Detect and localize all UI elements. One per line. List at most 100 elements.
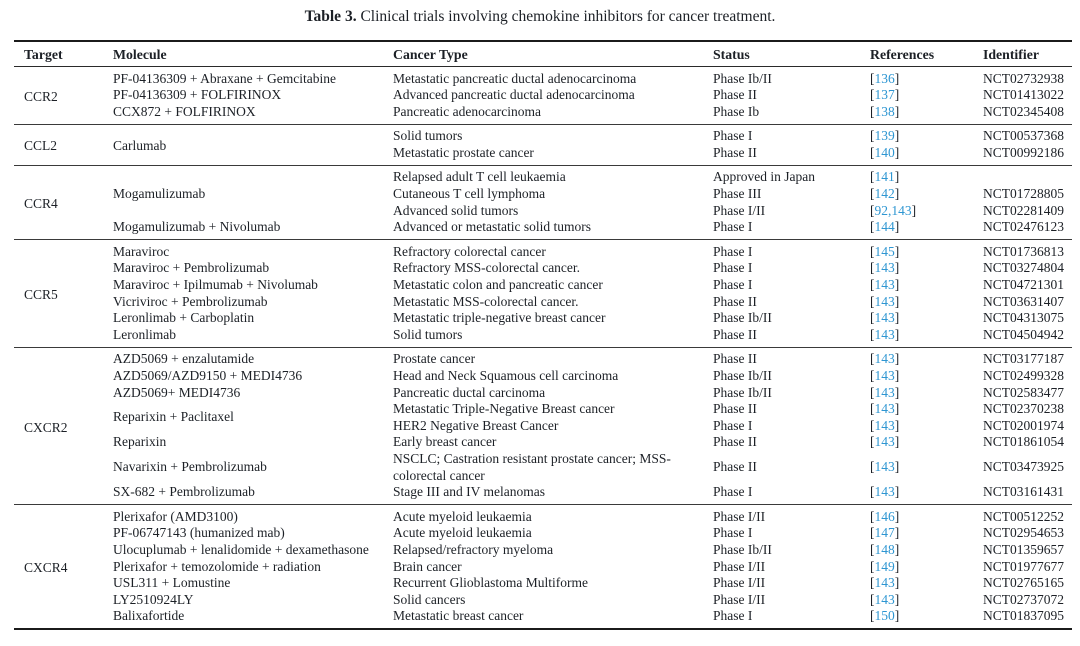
table-row: Vicriviroc + Pembrolizumab Metastatic MS… xyxy=(14,294,1072,311)
reference-link[interactable]: 143 xyxy=(870,418,899,433)
reference-link[interactable]: 143 xyxy=(870,327,899,342)
cell-cancer-type: NSCLC; Castration resistant prostate can… xyxy=(393,450,671,483)
reference-link[interactable]: 143 xyxy=(870,351,899,366)
reference-link[interactable]: 149 xyxy=(870,559,899,574)
table-row: Leronlimab Solid tumors Phase II 143 NCT… xyxy=(14,327,1072,348)
cell-cancer-type: Solid cancers xyxy=(393,591,466,607)
table-row: Ulocuplumab + lenalidomide + dexamethaso… xyxy=(14,542,1072,559)
cell-molecule: Mogamulizumab xyxy=(113,186,206,202)
table-row: PF-04136309 + FOLFIRINOX Advanced pancre… xyxy=(14,87,1072,104)
reference-link[interactable]: 144 xyxy=(870,219,899,234)
cell-references: 143 xyxy=(870,592,983,609)
cell-cancer-type: Metastatic colon and pancreatic cancer xyxy=(393,277,603,293)
cell-status: Phase I xyxy=(713,277,753,293)
reference-link[interactable]: 92,143 xyxy=(870,203,916,218)
reference-link[interactable]: 140 xyxy=(870,145,899,160)
reference-link[interactable]: 143 xyxy=(870,434,899,449)
cell-molecule: PF-04136309 + Abraxane + Gemcitabine xyxy=(113,70,336,86)
clinical-trials-table: Target Molecule Cancer Type Status Refer… xyxy=(14,40,1072,631)
cell-cancer-type: Head and Neck Squamous cell carcinoma xyxy=(393,368,619,383)
cell-cancer-type: Metastatic pancreatic ductal adenocarcin… xyxy=(393,70,637,86)
reference-link[interactable]: 143 xyxy=(870,277,899,292)
cell-identifier: NCT04313075 xyxy=(983,310,1064,326)
cell-identifier: NCT02370238 xyxy=(983,401,1064,417)
cell-identifier: NCT02732938 xyxy=(983,70,1064,86)
table-row: CXCR4 Plerixafor (AMD3100) Acute myeloid… xyxy=(14,505,1072,576)
reference-link[interactable]: 141 xyxy=(870,169,899,184)
cell-identifier: NCT02499328 xyxy=(983,368,1064,383)
cell-references: 143 xyxy=(870,434,983,451)
reference-link[interactable]: 150 xyxy=(870,608,899,623)
reference-link[interactable]: 143 xyxy=(870,484,899,499)
table-row: Metastatic prostate cancer Phase II 140 … xyxy=(14,145,1072,166)
table-row: Reparixin Early breast cancer Phase II 1… xyxy=(14,434,1072,451)
reference-link[interactable]: 137 xyxy=(870,87,899,102)
reference-link[interactable]: 143 xyxy=(870,310,899,325)
reference-link[interactable]: 143 xyxy=(870,385,899,400)
reference-link[interactable]: 142 xyxy=(870,186,899,201)
col-header-target: Target xyxy=(24,47,63,62)
reference-link[interactable]: 138 xyxy=(870,104,899,119)
table-caption: Table 3. Clinical trials involving chemo… xyxy=(0,0,1080,28)
reference-link[interactable]: 143 xyxy=(870,401,899,416)
reference-link[interactable]: 143 xyxy=(870,368,899,383)
cell-identifier: NCT01728805 xyxy=(983,186,1064,202)
cell-identifier: NCT00512252 xyxy=(983,508,1064,524)
reference-link[interactable]: 143 xyxy=(870,575,899,590)
group-ccl2: CCL2 Carlumab Solid tumors Phase I 139 N… xyxy=(14,124,1072,166)
col-header-references: References xyxy=(870,47,935,62)
reference-link[interactable]: 139 xyxy=(870,128,899,143)
cell-molecule: Carlumab xyxy=(113,138,167,154)
reference-link[interactable]: 143 xyxy=(870,459,899,474)
cell-molecule: Mogamulizumab + Nivolumab xyxy=(113,219,281,235)
cell-molecule: PF-04136309 + FOLFIRINOX xyxy=(113,87,282,103)
cell-status: Phase I xyxy=(713,260,753,276)
cell-status: Phase II xyxy=(713,401,757,417)
cell-cancer-type: Prostate cancer xyxy=(393,351,476,367)
table-row: Leronlimab + Carboplatin Metastatic trip… xyxy=(14,310,1072,327)
reference-link[interactable]: 146 xyxy=(870,509,899,524)
cell-cancer-type: Brain cancer xyxy=(393,558,462,574)
cell-references: 143 xyxy=(870,385,983,402)
cell-identifier xyxy=(983,165,1072,186)
cell-references: 144 xyxy=(870,219,983,240)
cell-cancer-type: HER2 Negative Breast Cancer xyxy=(393,417,559,433)
reference-link[interactable]: 143 xyxy=(870,260,899,275)
cell-references: 92,143 xyxy=(870,203,983,220)
col-header-molecule: Molecule xyxy=(113,47,167,62)
cell-references: 150 xyxy=(870,608,983,629)
cell-identifier: NCT01413022 xyxy=(983,87,1064,103)
group-ccr2: CCR2 PF-04136309 + Abraxane + Gemcitabin… xyxy=(14,67,1072,125)
cell-cancer-type: Acute myeloid leukaemia xyxy=(393,525,532,541)
cell-identifier: NCT03631407 xyxy=(983,293,1064,309)
reference-link[interactable]: 136 xyxy=(870,71,899,86)
cell-references: 143 xyxy=(870,277,983,294)
cell-molecule: Balixafortide xyxy=(113,608,185,624)
cell-target: CCR5 xyxy=(24,287,58,303)
table-row: Navarixin + Pembrolizumab NSCLC; Castrat… xyxy=(14,451,1072,484)
cell-cancer-type: Relapsed adult T cell leukaemia xyxy=(393,169,566,185)
cell-target: CXCR2 xyxy=(24,419,68,435)
cell-status: Phase I xyxy=(713,128,753,144)
cell-identifier: NCT01861054 xyxy=(983,434,1064,450)
reference-link[interactable]: 143 xyxy=(870,294,899,309)
table-row: CCL2 Carlumab Solid tumors Phase I 139 N… xyxy=(14,124,1072,153)
cell-cancer-type: Refractory MSS-colorectal cancer. xyxy=(393,260,581,276)
cell-identifier: NCT02001974 xyxy=(983,417,1064,433)
reference-link[interactable]: 143 xyxy=(870,592,899,607)
reference-link[interactable]: 147 xyxy=(870,525,899,540)
cell-status: Phase I/II xyxy=(713,591,766,607)
cell-status: Phase II xyxy=(713,87,757,103)
cell-references: 147 xyxy=(870,525,983,542)
table-row: CCX872 + FOLFIRINOX Pancreatic adenocarc… xyxy=(14,104,1072,125)
table-row: Advanced solid tumors Phase I/II 92,143 … xyxy=(14,203,1072,220)
cell-molecule: Reparixin + Paclitaxel xyxy=(113,409,234,425)
cell-cancer-type: Solid tumors xyxy=(393,326,463,342)
reference-link[interactable]: 145 xyxy=(870,244,899,259)
cell-cancer-type: Metastatic Triple-Negative Breast cancer xyxy=(393,401,615,417)
cell-identifier: NCT02583477 xyxy=(983,384,1064,400)
reference-link[interactable]: 148 xyxy=(870,542,899,557)
cell-identifier: NCT03177187 xyxy=(983,351,1064,367)
cell-identifier: NCT01736813 xyxy=(983,243,1064,259)
table-row: AZD5069+ MEDI4736 Pancreatic ductal carc… xyxy=(14,385,1072,402)
